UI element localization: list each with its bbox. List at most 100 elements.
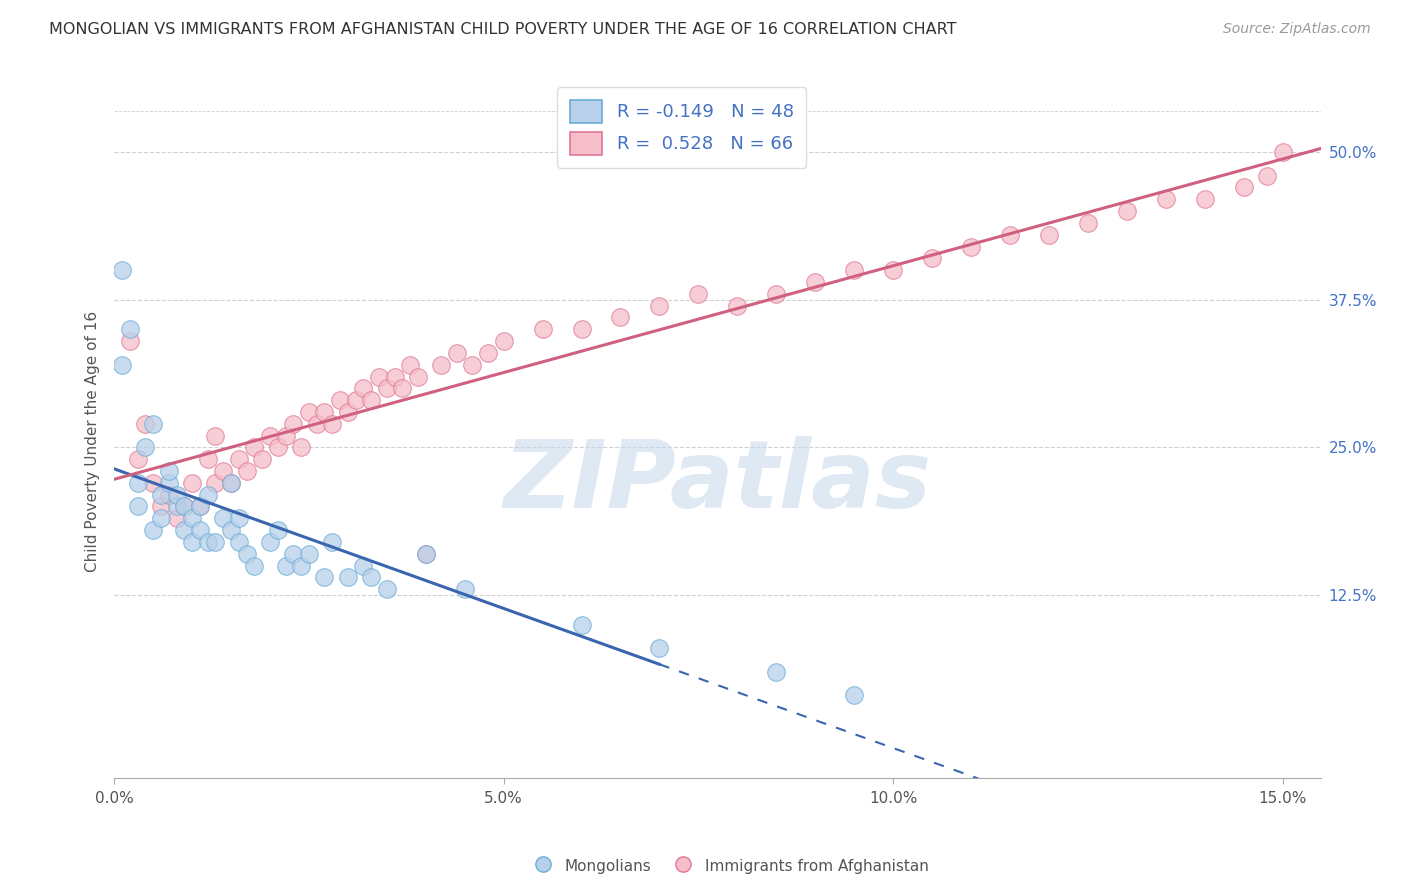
Point <box>219 475 242 490</box>
Point <box>477 346 499 360</box>
Point <box>305 417 328 431</box>
Point <box>921 252 943 266</box>
Point <box>375 381 398 395</box>
Point <box>492 334 515 348</box>
Point <box>290 441 312 455</box>
Point <box>1154 192 1177 206</box>
Point <box>188 500 211 514</box>
Point <box>609 310 631 325</box>
Point <box>204 428 226 442</box>
Point <box>118 322 141 336</box>
Point <box>149 488 172 502</box>
Point <box>188 523 211 537</box>
Point <box>188 500 211 514</box>
Point <box>197 488 219 502</box>
Point <box>166 488 188 502</box>
Point <box>321 417 343 431</box>
Point <box>142 475 165 490</box>
Point <box>173 500 195 514</box>
Point <box>127 452 149 467</box>
Point <box>406 369 429 384</box>
Point <box>844 689 866 703</box>
Point <box>960 239 983 253</box>
Point <box>228 534 250 549</box>
Point <box>235 547 257 561</box>
Point <box>399 358 422 372</box>
Point <box>212 511 235 525</box>
Point <box>571 322 593 336</box>
Point <box>228 452 250 467</box>
Point <box>118 334 141 348</box>
Point <box>283 547 305 561</box>
Point <box>274 558 297 573</box>
Point <box>250 452 273 467</box>
Point <box>267 441 290 455</box>
Point <box>321 534 343 549</box>
Point <box>298 405 321 419</box>
Point <box>765 665 787 679</box>
Point <box>368 369 391 384</box>
Point <box>571 617 593 632</box>
Point <box>166 511 188 525</box>
Point <box>336 405 359 419</box>
Point <box>157 475 180 490</box>
Point <box>765 286 787 301</box>
Point <box>157 464 180 478</box>
Point <box>352 558 374 573</box>
Point <box>204 534 226 549</box>
Point <box>329 393 352 408</box>
Point <box>212 464 235 478</box>
Point <box>1256 169 1278 183</box>
Point <box>688 286 710 301</box>
Point <box>243 558 266 573</box>
Point <box>166 500 188 514</box>
Point <box>157 488 180 502</box>
Point <box>142 417 165 431</box>
Point <box>314 405 336 419</box>
Point <box>173 500 195 514</box>
Point <box>531 322 554 336</box>
Point <box>391 381 413 395</box>
Point <box>446 346 468 360</box>
Point <box>454 582 477 596</box>
Point <box>134 441 156 455</box>
Point <box>336 570 359 584</box>
Point <box>149 500 172 514</box>
Point <box>111 263 134 277</box>
Point <box>648 641 671 656</box>
Point <box>267 523 290 537</box>
Point <box>204 475 226 490</box>
Point <box>181 534 204 549</box>
Point <box>127 500 149 514</box>
Point <box>1194 192 1216 206</box>
Point <box>259 534 281 549</box>
Point <box>290 558 312 573</box>
Point <box>219 523 242 537</box>
Point <box>384 369 406 384</box>
Point <box>259 428 281 442</box>
Point <box>998 227 1021 242</box>
Point <box>228 511 250 525</box>
Text: ZIPatlas: ZIPatlas <box>503 436 932 528</box>
Point <box>197 534 219 549</box>
Text: Source: ZipAtlas.com: Source: ZipAtlas.com <box>1223 22 1371 37</box>
Point <box>219 475 242 490</box>
Point <box>173 523 195 537</box>
Point <box>430 358 453 372</box>
Text: MONGOLIAN VS IMMIGRANTS FROM AFGHANISTAN CHILD POVERTY UNDER THE AGE OF 16 CORRE: MONGOLIAN VS IMMIGRANTS FROM AFGHANISTAN… <box>49 22 956 37</box>
Point <box>375 582 398 596</box>
Point <box>274 428 297 442</box>
Point <box>360 393 382 408</box>
Point <box>415 547 437 561</box>
Y-axis label: Child Poverty Under the Age of 16: Child Poverty Under the Age of 16 <box>86 311 100 572</box>
Point <box>111 358 134 372</box>
Point <box>149 511 172 525</box>
Point <box>1232 180 1254 194</box>
Point <box>648 299 671 313</box>
Point <box>360 570 382 584</box>
Point <box>127 475 149 490</box>
Point <box>314 570 336 584</box>
Point <box>804 275 827 289</box>
Point <box>243 441 266 455</box>
Point <box>298 547 321 561</box>
